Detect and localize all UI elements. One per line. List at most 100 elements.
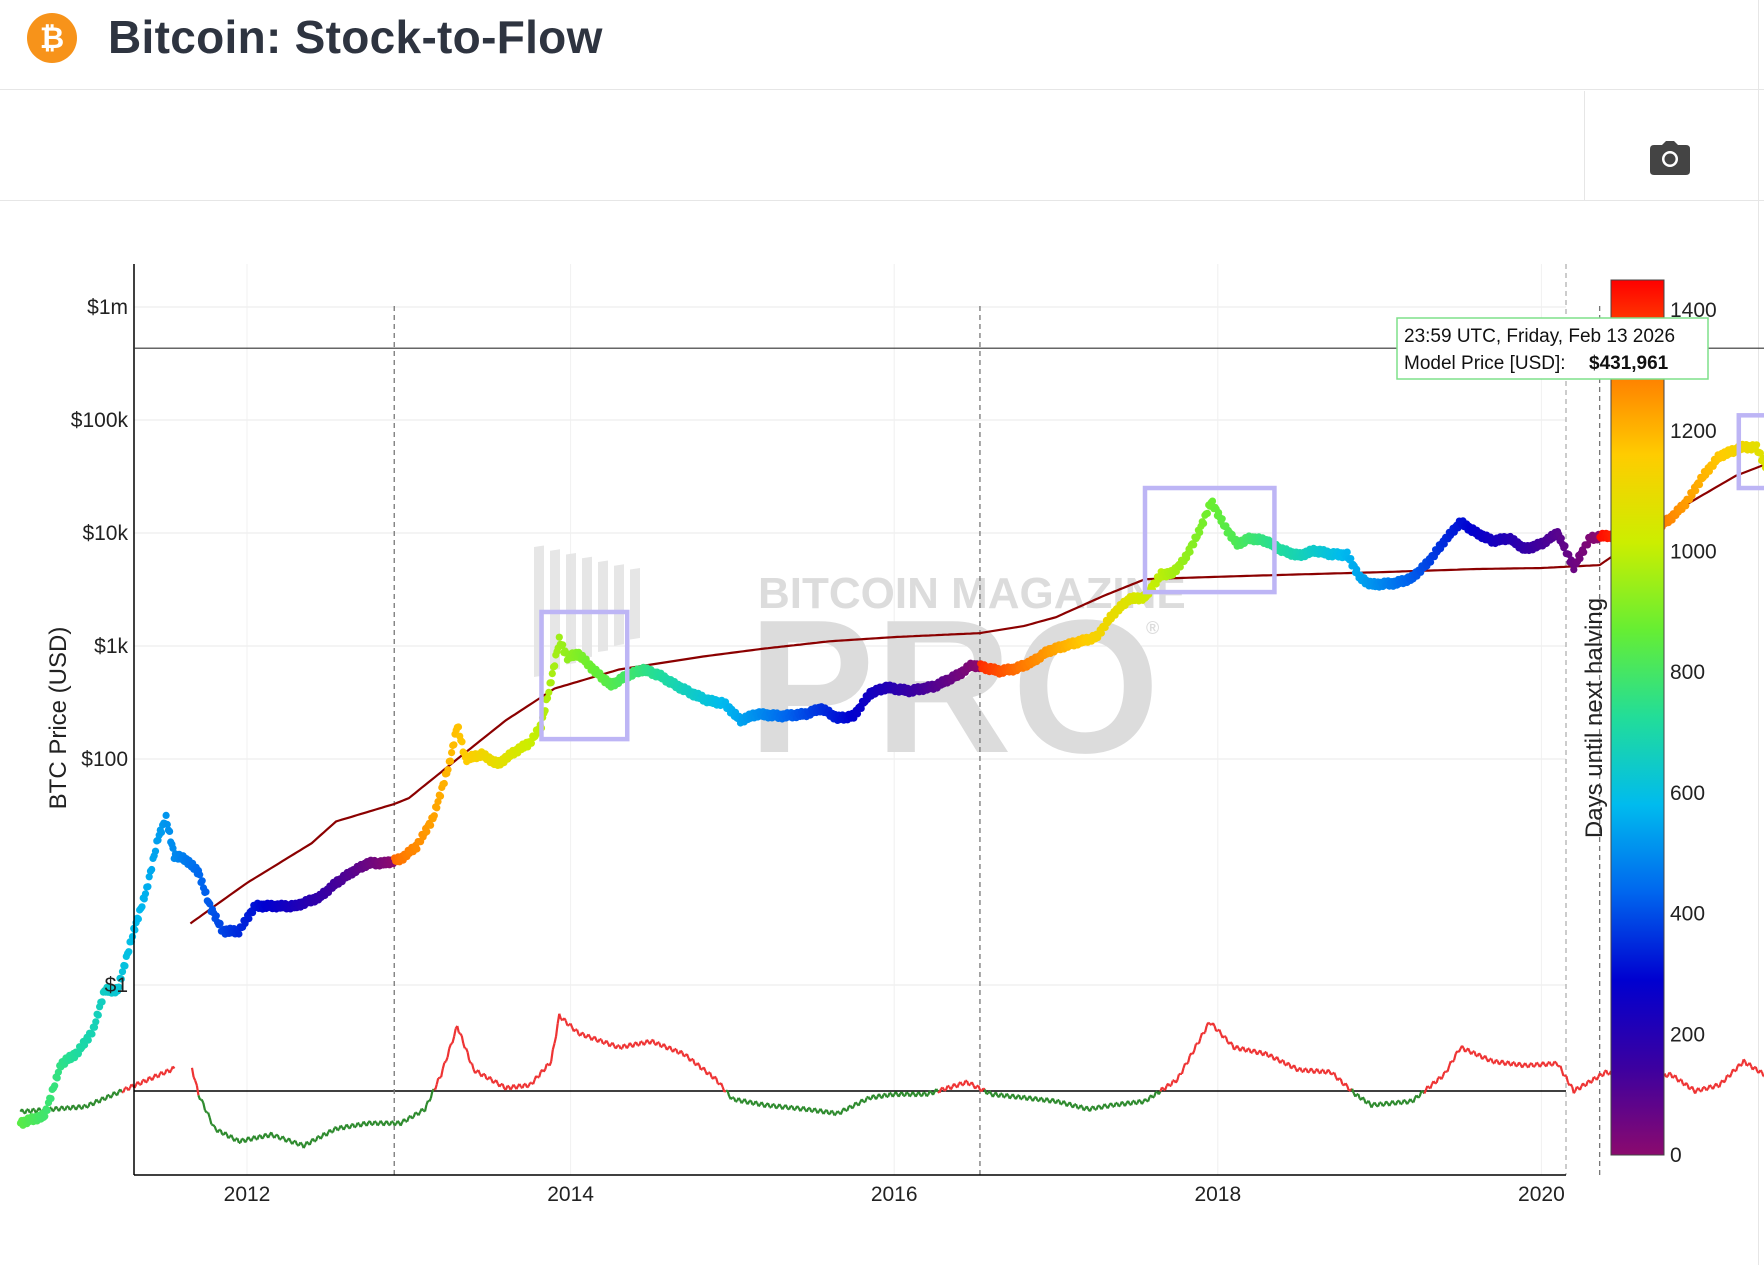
- deflection-segment: [894, 1091, 899, 1096]
- deflection-segment: [1754, 1066, 1759, 1072]
- deflection-segment: [200, 1099, 205, 1104]
- deflection-segment: [270, 1131, 274, 1137]
- deflection-segment: [1548, 1061, 1553, 1066]
- deflection-segment: [1732, 1068, 1736, 1072]
- deflection-segment: [1005, 1092, 1010, 1097]
- deflection-segment: [997, 1093, 1002, 1098]
- price-point: [92, 1018, 100, 1026]
- deflection-segment: [720, 1082, 724, 1088]
- deflection-segment: [775, 1106, 779, 1110]
- deflection-segment: [1324, 1072, 1327, 1075]
- deflection-segment: [95, 1098, 99, 1103]
- deflection-segment: [163, 1069, 168, 1075]
- deflection-segment: [925, 1094, 929, 1098]
- deflection-segment: [1452, 1053, 1457, 1061]
- deflection-segment: [1423, 1089, 1427, 1094]
- deflection-segment: [1599, 1072, 1603, 1077]
- deflection-segment: [197, 1094, 202, 1101]
- deflection-segment: [550, 1049, 554, 1062]
- deflection-segment: [368, 1120, 373, 1126]
- deflection-segment: [459, 1033, 463, 1037]
- deflection-segment: [1316, 1068, 1320, 1073]
- deflection-segment: [314, 1136, 319, 1142]
- deflection-segment: [717, 1082, 720, 1086]
- deflection-segment: [34, 1110, 39, 1114]
- deflection-segment: [1202, 1031, 1206, 1035]
- highlight-box: [539, 609, 630, 742]
- deflection-segment: [1218, 1029, 1223, 1035]
- deflection-segment: [1576, 1085, 1580, 1089]
- deflection-segment: [64, 1105, 68, 1111]
- deflection-segment: [1382, 1104, 1386, 1108]
- deflection-segment: [564, 1020, 569, 1026]
- deflection-segment: [1121, 1100, 1125, 1105]
- deflection-segment: [662, 1043, 667, 1047]
- deflection-segment: [354, 1125, 357, 1129]
- deflection-segment: [1014, 1095, 1019, 1100]
- deflection-segment: [1700, 1086, 1705, 1092]
- deflection-segment: [1193, 1043, 1197, 1051]
- deflection-segment: [1082, 1107, 1087, 1112]
- price-point: [433, 804, 441, 812]
- price-point: [559, 641, 567, 649]
- deflection-segment: [281, 1135, 286, 1140]
- deflection-segment: [427, 1099, 430, 1103]
- deflection-segment: [569, 1023, 574, 1029]
- deflection-segment: [1262, 1051, 1266, 1057]
- deflection-segment: [1557, 1064, 1560, 1068]
- deflection-segment: [1481, 1056, 1485, 1060]
- deflection-segment: [411, 1116, 415, 1120]
- price-point: [121, 962, 129, 970]
- price-point: [548, 670, 556, 678]
- x-tick-label: 2012: [224, 1183, 271, 1206]
- deflection-segment: [968, 1083, 971, 1087]
- deflection-segment: [1327, 1068, 1331, 1073]
- page-title: Bitcoin: Stock-to-Flow: [108, 11, 603, 63]
- deflection-segment: [385, 1120, 390, 1125]
- price-point: [125, 948, 133, 956]
- camera-icon[interactable]: [1650, 141, 1690, 175]
- deflection-segment: [1370, 1103, 1375, 1109]
- deflection-segment: [1724, 1075, 1729, 1081]
- deflection-segment: [1095, 1105, 1100, 1110]
- price-point: [427, 821, 435, 829]
- axes: $1 $100 $1k $10k $100k $1m 2012 2014 2016 2018 202…: [71, 264, 1764, 1206]
- deflection-segment: [1265, 1051, 1269, 1058]
- highlight-box: [1736, 413, 1764, 491]
- deflection-segment: [1191, 1050, 1196, 1055]
- deflection-segment: [145, 1080, 149, 1084]
- deflection-segment: [1461, 1045, 1465, 1049]
- deflection-segment: [101, 1096, 106, 1101]
- deflection-segment: [635, 1041, 639, 1046]
- deflection-segment: [799, 1108, 803, 1112]
- price-point: [430, 812, 438, 820]
- deflection-segment: [1376, 1102, 1381, 1107]
- deflection-segment: [1199, 1032, 1204, 1039]
- deflection-segment: [468, 1059, 472, 1064]
- deflection-segment: [1062, 1100, 1067, 1104]
- price-point: [1190, 541, 1198, 549]
- deflection-segment: [554, 1023, 559, 1037]
- deflection-segment: [675, 1048, 679, 1054]
- deflection-segment: [190, 1067, 195, 1078]
- price-point: [1186, 548, 1194, 556]
- deflection-segment: [291, 1140, 295, 1145]
- deflection-segment: [1467, 1047, 1471, 1053]
- deflection-segment: [700, 1068, 703, 1071]
- y-tick-label: $100k: [71, 409, 129, 432]
- deflection-segment: [157, 1072, 162, 1078]
- price-point: [543, 694, 552, 702]
- deflection-segment: [1229, 1041, 1234, 1046]
- deflection-segment: [1079, 1104, 1084, 1108]
- price-point: [1570, 566, 1578, 574]
- deflection-segment: [1221, 1035, 1226, 1039]
- deflection-segment: [239, 1138, 244, 1144]
- deflection-segment: [486, 1077, 489, 1081]
- deflection-segment: [1157, 1090, 1162, 1095]
- deflection-segment: [1245, 1048, 1249, 1053]
- deflection-segment: [825, 1109, 830, 1115]
- deflection-segment: [1524, 1062, 1528, 1067]
- deflection-segment: [130, 1083, 134, 1087]
- deflection-segment: [219, 1129, 224, 1135]
